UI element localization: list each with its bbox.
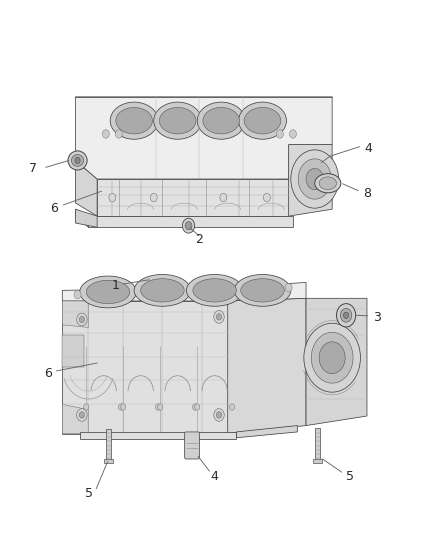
Polygon shape [62, 335, 84, 367]
Circle shape [185, 221, 192, 230]
Ellipse shape [159, 108, 196, 134]
Circle shape [319, 342, 345, 374]
Circle shape [336, 304, 356, 327]
Circle shape [74, 290, 81, 299]
Polygon shape [88, 216, 293, 227]
Ellipse shape [234, 274, 291, 306]
Circle shape [224, 285, 231, 294]
Ellipse shape [134, 274, 191, 306]
Text: 5: 5 [346, 470, 353, 483]
Ellipse shape [116, 108, 152, 134]
Circle shape [216, 314, 222, 320]
Circle shape [192, 404, 198, 410]
Text: 3: 3 [373, 311, 381, 324]
Circle shape [298, 159, 331, 199]
Ellipse shape [68, 151, 87, 170]
Circle shape [158, 404, 163, 410]
Circle shape [220, 193, 227, 202]
Text: 6: 6 [44, 367, 52, 380]
Circle shape [285, 284, 292, 292]
Polygon shape [62, 405, 88, 433]
Polygon shape [80, 432, 237, 439]
Circle shape [290, 130, 297, 138]
Polygon shape [313, 459, 322, 463]
Circle shape [276, 130, 283, 138]
Polygon shape [75, 97, 332, 179]
Ellipse shape [197, 102, 245, 139]
Ellipse shape [239, 102, 286, 139]
Ellipse shape [86, 280, 130, 304]
Circle shape [311, 332, 353, 383]
Text: 4: 4 [364, 142, 372, 155]
Circle shape [77, 409, 87, 421]
Circle shape [150, 193, 157, 202]
Polygon shape [228, 298, 306, 433]
Ellipse shape [80, 276, 136, 308]
Polygon shape [104, 459, 113, 463]
Circle shape [118, 404, 124, 410]
Ellipse shape [319, 177, 336, 190]
Circle shape [109, 193, 116, 202]
Circle shape [84, 404, 89, 410]
Text: 1: 1 [112, 279, 119, 292]
Polygon shape [62, 301, 228, 433]
Polygon shape [315, 428, 320, 461]
Ellipse shape [141, 279, 184, 302]
Text: 5: 5 [85, 488, 93, 500]
Circle shape [340, 309, 352, 322]
Circle shape [120, 404, 126, 410]
Text: 7: 7 [29, 162, 37, 175]
Circle shape [75, 157, 80, 164]
Circle shape [263, 193, 270, 202]
Ellipse shape [203, 108, 240, 134]
Ellipse shape [315, 174, 341, 193]
Circle shape [194, 404, 200, 410]
Polygon shape [75, 160, 97, 216]
Circle shape [216, 412, 222, 418]
Circle shape [155, 404, 161, 410]
Text: 4: 4 [211, 470, 219, 483]
Circle shape [79, 317, 85, 322]
Ellipse shape [154, 102, 201, 139]
Ellipse shape [244, 108, 281, 134]
Ellipse shape [241, 279, 284, 302]
Circle shape [102, 130, 110, 138]
Ellipse shape [193, 279, 237, 302]
Polygon shape [289, 144, 332, 216]
Circle shape [343, 312, 349, 318]
Polygon shape [106, 429, 111, 461]
Polygon shape [75, 209, 88, 227]
Circle shape [116, 130, 122, 138]
Polygon shape [306, 298, 367, 425]
Polygon shape [97, 179, 289, 216]
Text: 2: 2 [195, 233, 203, 246]
Ellipse shape [71, 155, 84, 166]
Circle shape [306, 168, 323, 190]
Text: 6: 6 [50, 201, 58, 215]
Circle shape [230, 404, 235, 410]
Ellipse shape [186, 274, 243, 306]
Polygon shape [62, 282, 306, 301]
Circle shape [214, 311, 224, 323]
Circle shape [79, 412, 85, 418]
Ellipse shape [110, 102, 158, 139]
Polygon shape [62, 301, 88, 327]
Circle shape [214, 409, 224, 421]
Circle shape [291, 150, 339, 208]
Circle shape [183, 218, 194, 233]
FancyBboxPatch shape [185, 432, 199, 459]
Polygon shape [75, 209, 97, 227]
Circle shape [304, 323, 360, 392]
Circle shape [77, 313, 87, 326]
Text: 8: 8 [363, 187, 371, 200]
Polygon shape [237, 425, 297, 438]
